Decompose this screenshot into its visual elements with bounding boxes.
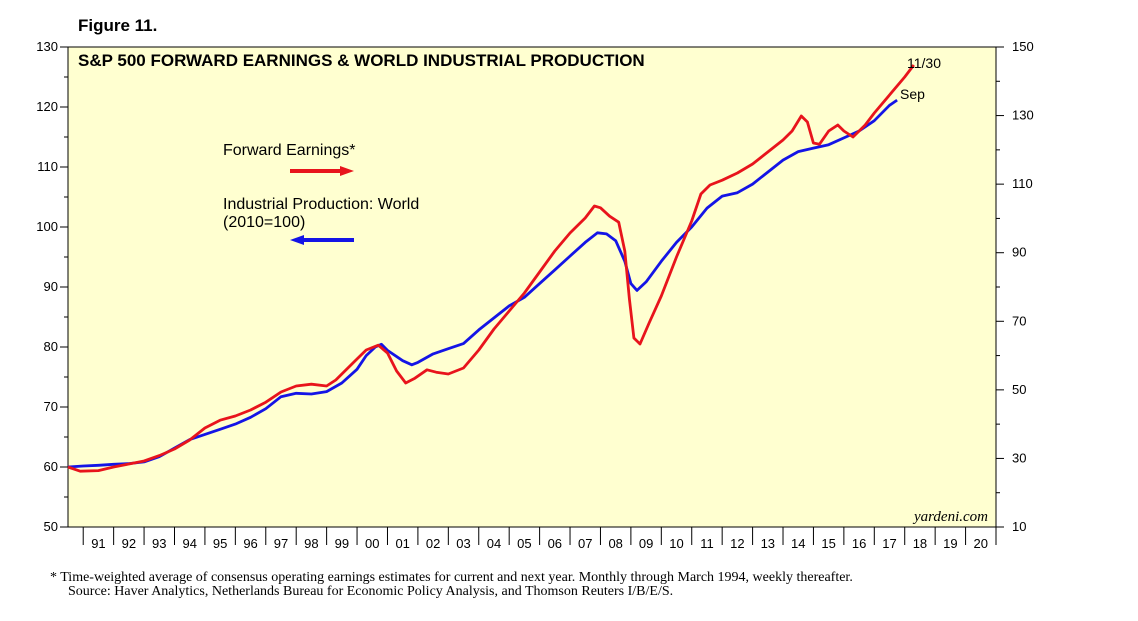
left-tick-label-100: 100 [36, 219, 58, 234]
x-tick-label-18: 18 [913, 536, 927, 551]
legend-production-label-line2: (2010=100) [223, 214, 305, 231]
right-tick-label-150: 150 [1012, 39, 1034, 54]
right-tick-label-70: 70 [1012, 313, 1026, 328]
footnote-line2: Source: Haver Analytics, Netherlands Bur… [68, 584, 673, 599]
x-tick-label-94: 94 [182, 536, 196, 551]
plot-area [67, 46, 997, 528]
left-tick-label-110: 110 [37, 159, 58, 174]
right-axis: 10 30 50 70 90 110 130 150 [996, 39, 1034, 534]
x-tick-label-02: 02 [426, 536, 440, 551]
legend-production-label: Industrial Production: World [223, 196, 419, 213]
earnings-line [67, 64, 915, 473]
x-tick-label-92: 92 [122, 536, 136, 551]
left-tick-label-90: 90 [44, 279, 58, 294]
x-tick-label-99: 99 [335, 536, 349, 551]
left-tick-label-80: 80 [44, 339, 58, 354]
series-lines [67, 64, 915, 473]
watermark: yardeni.com [912, 509, 988, 525]
x-tick-label-93: 93 [152, 536, 166, 551]
production-line [67, 98, 898, 469]
x-tick-label-14: 14 [791, 536, 805, 551]
x-tick-label-97: 97 [274, 536, 288, 551]
x-tick-label-08: 08 [608, 536, 622, 551]
x-tick-label-11: 11 [700, 536, 714, 551]
production-end-label: Sep [900, 86, 925, 102]
left-axis: 50 60 70 80 90 100 110 120 130 [36, 39, 68, 534]
legend-earnings-arrow-head [340, 166, 354, 176]
x-tick-label-15: 15 [821, 536, 835, 551]
x-tick-label-20: 20 [974, 536, 988, 551]
x-tick-label-98: 98 [304, 536, 318, 551]
figure-label: Figure 11. [78, 16, 157, 35]
legend-production-arrow-head [290, 235, 304, 245]
left-tick-label-60: 60 [44, 459, 58, 474]
right-tick-label-130: 130 [1012, 108, 1034, 123]
x-tick-label-16: 16 [852, 536, 866, 551]
left-tick-label-120: 120 [36, 99, 58, 114]
x-tick-label-17: 17 [882, 536, 896, 551]
x-tick-label-01: 01 [395, 536, 409, 551]
legend-earnings-label: Forward Earnings* [223, 142, 356, 159]
x-tick-label-13: 13 [761, 536, 775, 551]
x-tick-label-04: 04 [487, 536, 501, 551]
x-tick-label-06: 06 [548, 536, 562, 551]
x-axis: 91 92 93 94 95 96 97 98 99 00 01 02 03 04 05 06 07 08 09 10… [82, 527, 997, 551]
x-tick-label-09: 09 [639, 536, 653, 551]
x-tick-label-96: 96 [243, 536, 257, 551]
right-tick-label-30: 30 [1012, 450, 1026, 465]
x-tick-label-05: 05 [517, 536, 531, 551]
earnings-end-label: 11/30 [907, 55, 941, 71]
x-tick-label-10: 10 [669, 536, 683, 551]
x-tick-label-00: 00 [365, 536, 379, 551]
right-tick-label-110: 110 [1012, 176, 1033, 191]
x-tick-label-12: 12 [730, 536, 744, 551]
x-tick-label-91: 91 [91, 536, 105, 551]
left-tick-label-70: 70 [44, 399, 58, 414]
right-tick-label-50: 50 [1012, 382, 1026, 397]
x-tick-label-07: 07 [578, 536, 592, 551]
footnote-line1: * Time-weighted average of consensus ope… [50, 570, 853, 585]
x-tick-label-19: 19 [943, 536, 957, 551]
right-tick-label-90: 90 [1012, 245, 1026, 260]
chart-title: S&P 500 FORWARD EARNINGS & WORLD INDUSTR… [78, 51, 645, 70]
right-tick-label-10: 10 [1012, 519, 1026, 534]
left-tick-label-50: 50 [44, 519, 58, 534]
x-tick-label-95: 95 [213, 536, 227, 551]
left-tick-label-130: 130 [36, 39, 58, 54]
x-tick-label-03: 03 [456, 536, 470, 551]
